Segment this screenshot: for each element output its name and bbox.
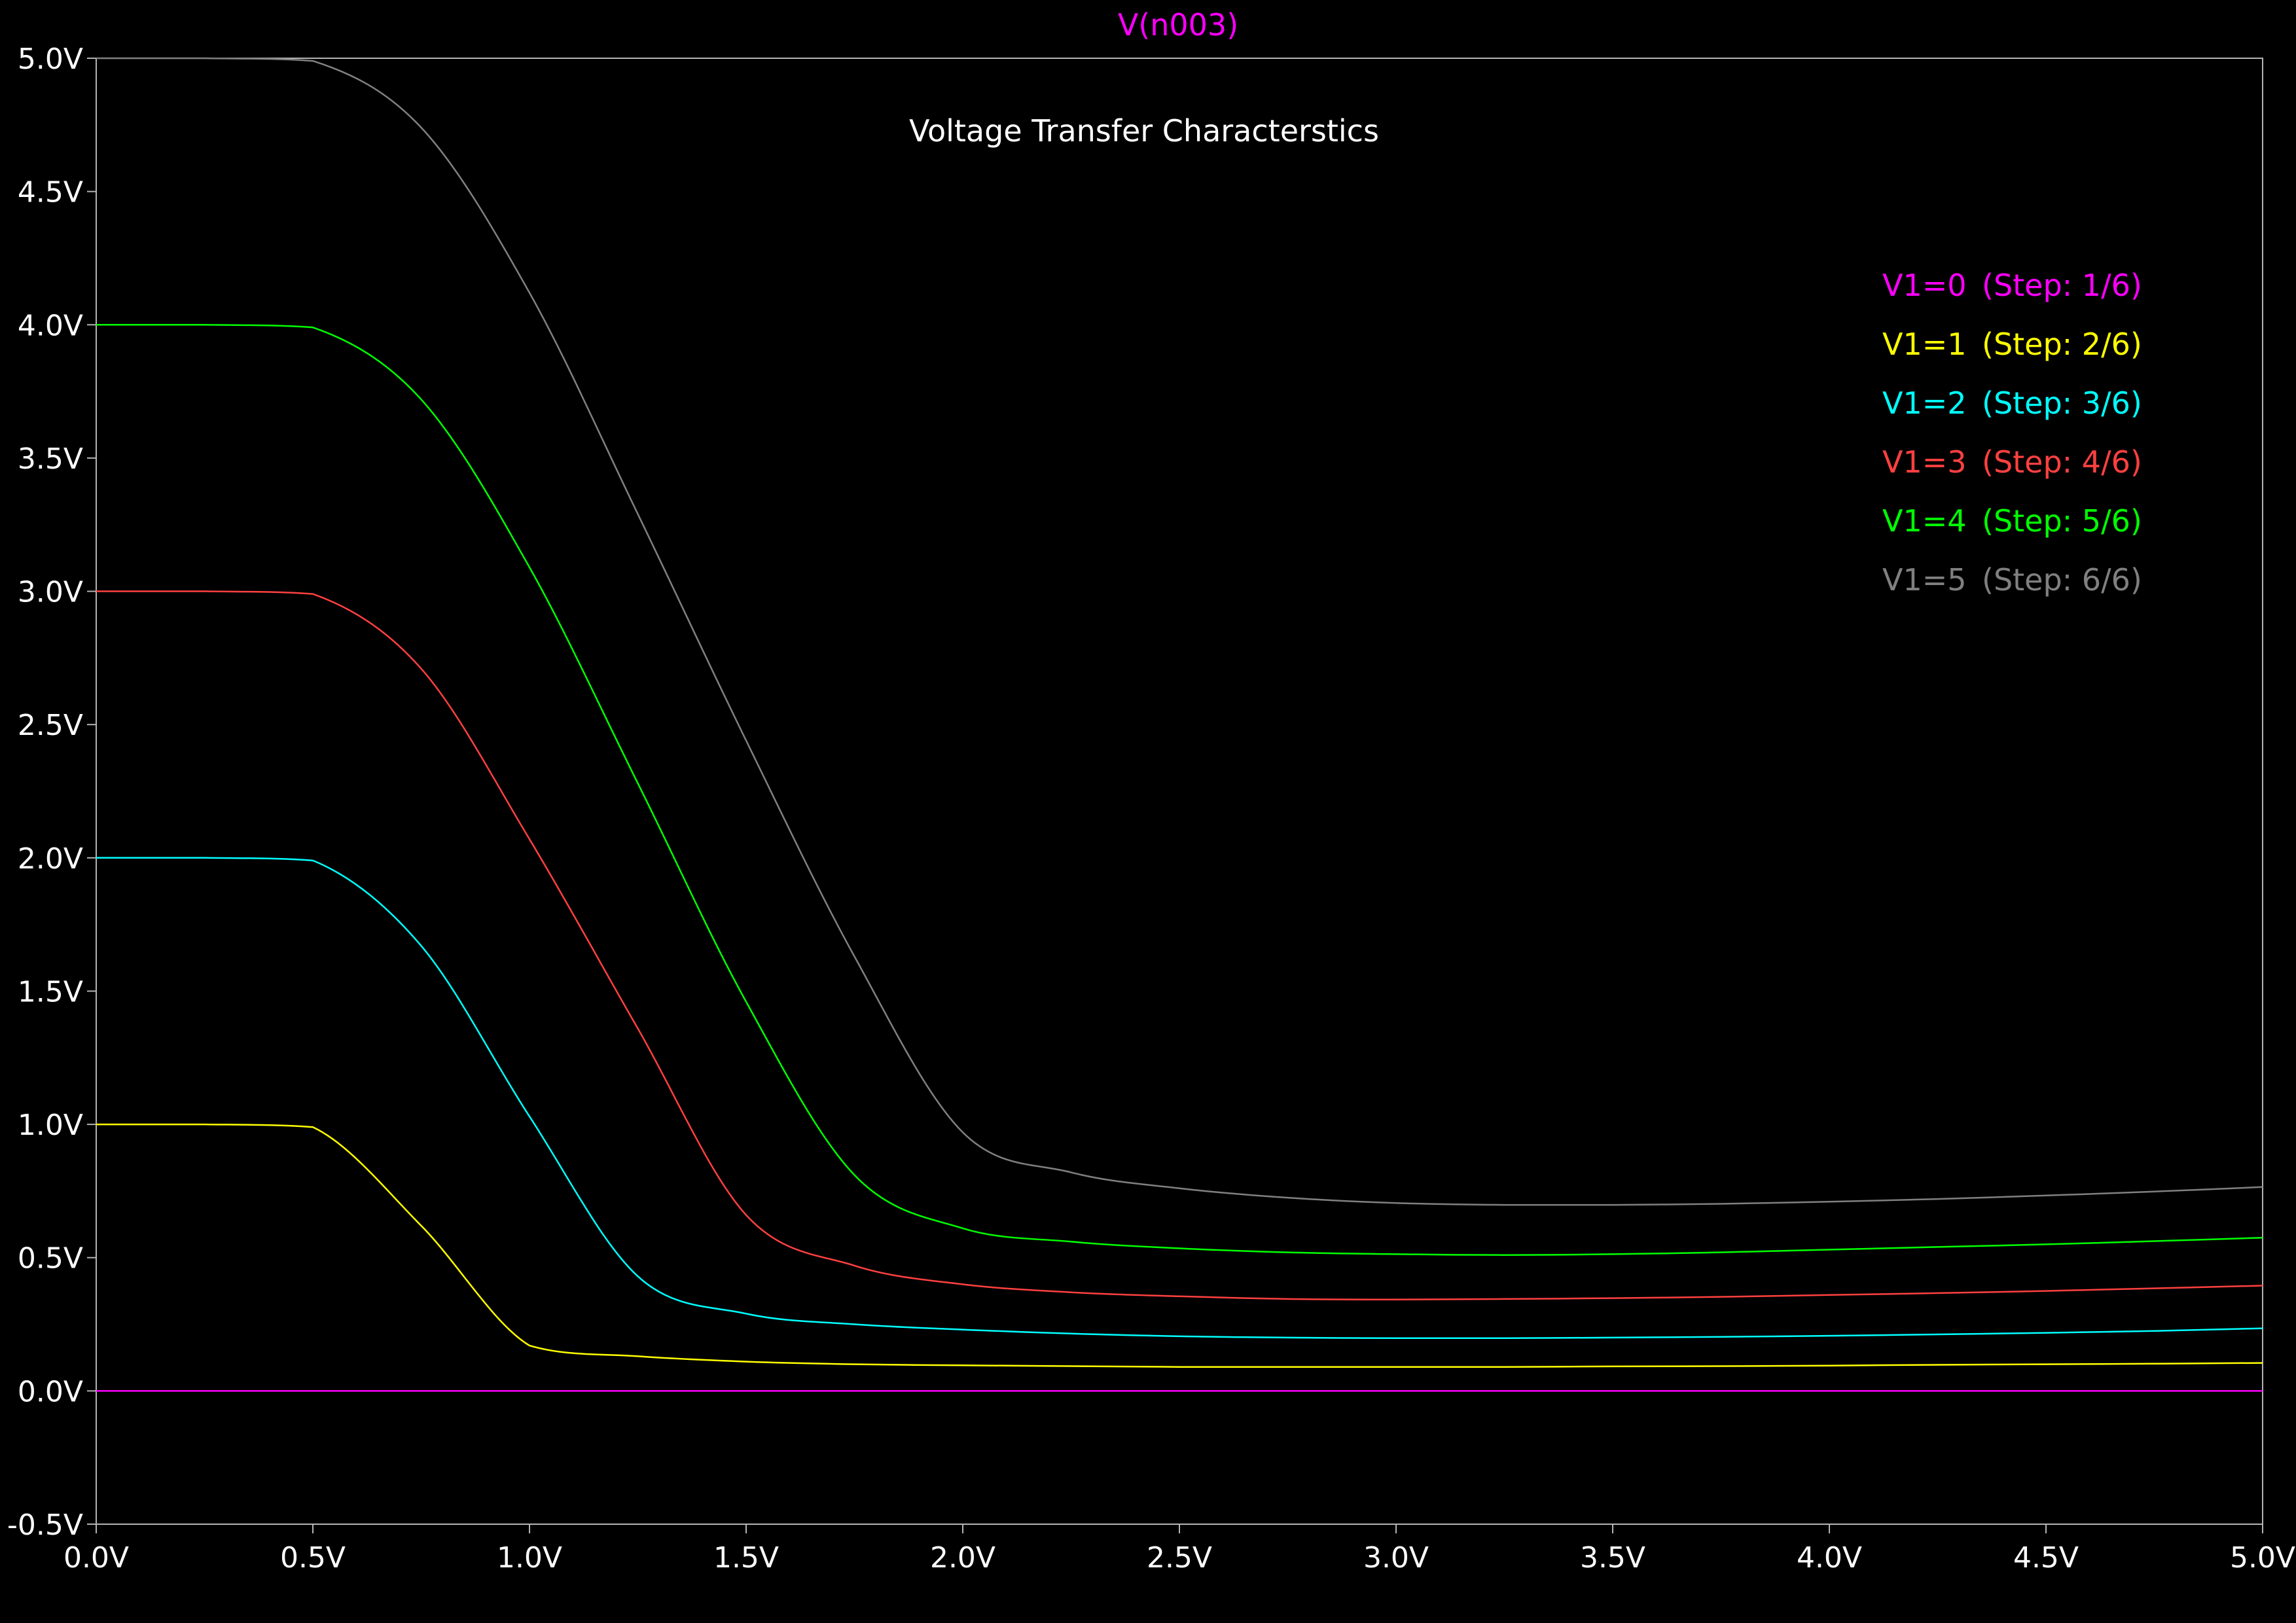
y-tick-label: 5.0V: [18, 43, 83, 76]
legend-series-name[interactable]: V1=1: [1882, 327, 1967, 362]
legend-series-name[interactable]: V1=3: [1882, 444, 1967, 480]
traces-group: [96, 57, 2263, 1392]
series-line-2[interactable]: [96, 857, 2263, 1339]
y-tick-label: 3.0V: [18, 576, 83, 609]
x-tick-label: 1.5V: [713, 1541, 779, 1575]
chart-title: Voltage Transfer Characterstics: [909, 113, 1379, 149]
series-line-4[interactable]: [96, 324, 2263, 1256]
y-tick-label: 2.5V: [18, 709, 83, 742]
series-line-3[interactable]: [96, 590, 2263, 1300]
y-tick-label: 4.0V: [18, 309, 83, 342]
x-tick-label: 4.5V: [2013, 1541, 2079, 1575]
x-tick-label: 3.5V: [1580, 1541, 1645, 1575]
x-tick-label: 3.0V: [1363, 1541, 1429, 1575]
trace-name[interactable]: V(n003): [1118, 7, 1238, 43]
legend-step-label: (Step: 2/6): [1982, 327, 2142, 362]
legend-step-label: (Step: 5/6): [1982, 503, 2142, 539]
y-tick-label: -0.5V: [7, 1508, 83, 1542]
series-line-5[interactable]: [96, 57, 2263, 1206]
x-tick-label: 2.5V: [1147, 1541, 1212, 1575]
y-tick-label: 1.5V: [18, 975, 83, 1008]
legend: V1=0 (Step: 1/6) V1=1 (Step: 2/6) V1=2 (Step:…: [1882, 268, 2142, 597]
x-tick-label: 1.0V: [497, 1541, 562, 1575]
x-tick-label: 2.0V: [930, 1541, 996, 1575]
legend-step-label: (Step: 6/6): [1982, 562, 2142, 597]
y-tick-label: 0.0V: [18, 1375, 83, 1408]
y-axis: -0.5V 0.0V 0.5V 1.0V 1.5V 2.0V 2.5V 3.0V 3.5V 4.0…: [7, 43, 96, 1542]
legend-step-label: (Step: 4/6): [1982, 444, 2142, 480]
legend-series-name[interactable]: V1=5: [1882, 562, 1967, 597]
y-tick-label: 0.5V: [18, 1242, 83, 1275]
y-tick-label: 2.0V: [18, 842, 83, 876]
x-tick-label: 0.5V: [280, 1541, 346, 1575]
y-tick-label: 3.5V: [18, 442, 83, 476]
x-axis: 0.0V 0.5V 1.0V 1.5V 2.0V 2.5V 3.0V 3.5V 4.0V 4.5V…: [63, 1524, 2295, 1575]
x-tick-label: 4.0V: [1797, 1541, 1862, 1575]
y-tick-label: 4.5V: [18, 176, 83, 209]
y-tick-label: 1.0V: [18, 1109, 83, 1142]
legend-series-name[interactable]: V1=2: [1882, 385, 1967, 421]
series-line-1[interactable]: [96, 1123, 2263, 1368]
x-tick-label: 0.0V: [63, 1541, 129, 1575]
legend-step-label: (Step: 3/6): [1982, 385, 2142, 421]
legend-step-label: (Step: 1/6): [1982, 268, 2142, 303]
legend-series-name[interactable]: V1=0: [1882, 268, 1967, 303]
legend-series-name[interactable]: V1=4: [1882, 503, 1967, 539]
x-tick-label: 5.0V: [2230, 1541, 2295, 1575]
